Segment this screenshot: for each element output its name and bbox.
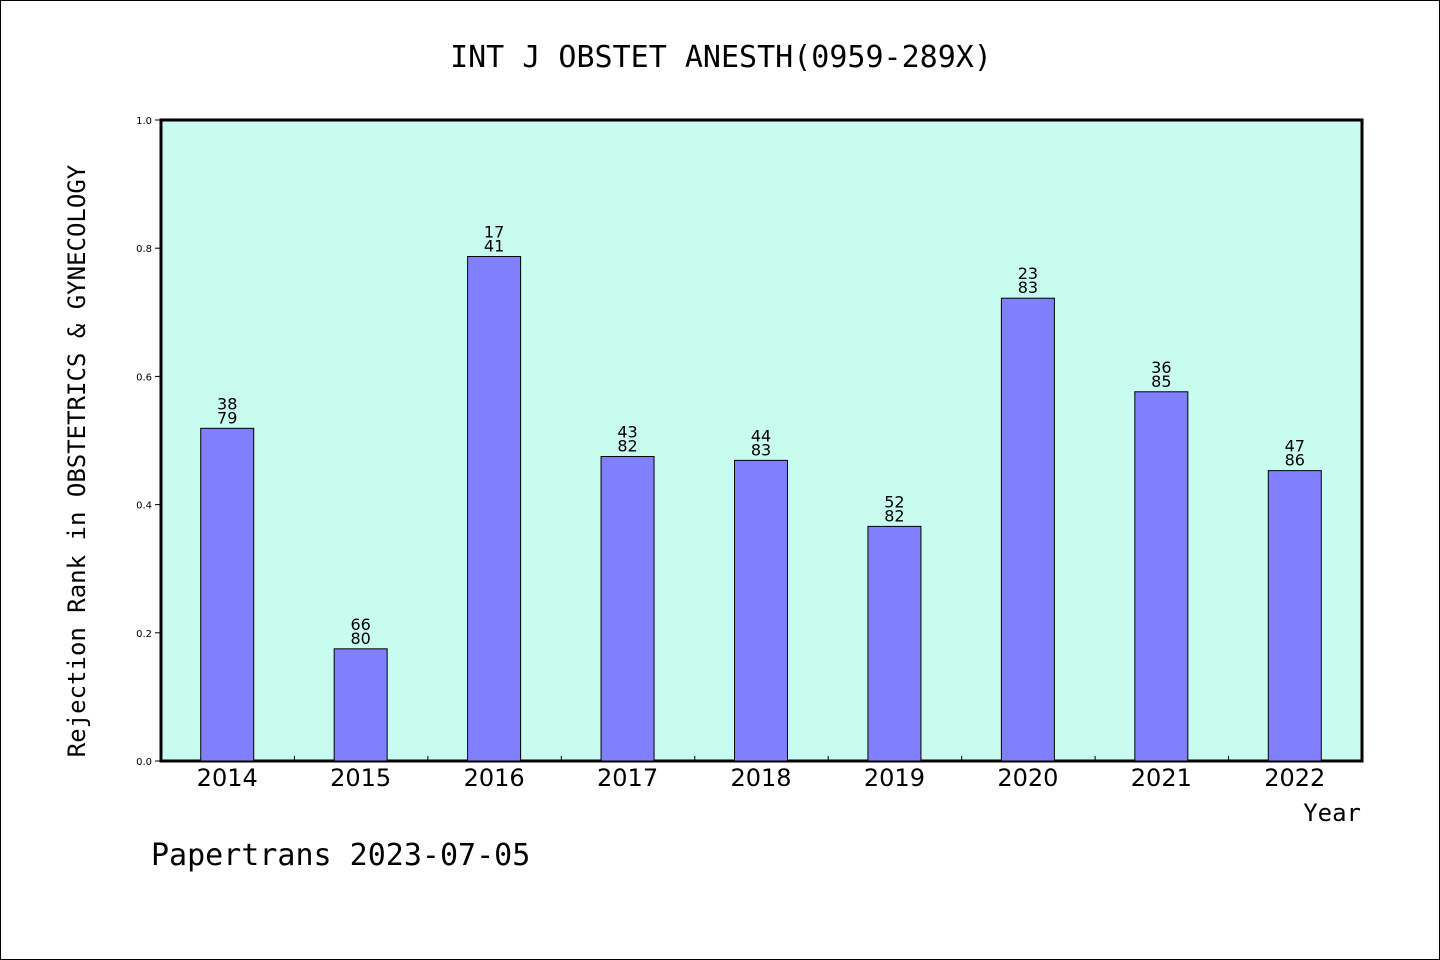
bar-2016 [467, 256, 522, 762]
bar-2015 [333, 648, 388, 762]
x-tick-label: 2020 [997, 764, 1058, 792]
bar-2019 [867, 525, 922, 762]
x-tick-label: 2021 [1131, 764, 1192, 792]
bar-label-top: 52 [884, 492, 904, 511]
bar-label-top: 47 [1285, 437, 1305, 456]
bar-label-bottom: 85 [1151, 372, 1171, 391]
y-tick-label: 0.0 [136, 757, 152, 768]
bar-2014 [200, 427, 255, 762]
y-tick-label: 0.8 [136, 244, 152, 255]
bar-label-bottom: 83 [1018, 278, 1038, 297]
chart-title: INT J OBSTET ANESTH(0959-289X) [450, 40, 992, 75]
x-axis-label: Year [1303, 799, 1361, 827]
bar-2020 [1000, 297, 1055, 762]
y-axis-label: Rejection Rank in OBSTETRICS & GYNECOLOG… [63, 164, 91, 757]
x-tick-label: 2018 [730, 764, 791, 792]
bar-2022 [1267, 470, 1322, 762]
bar-label-top: 17 [484, 223, 504, 242]
bar-label-top: 23 [1018, 264, 1038, 283]
bar-label-top: 44 [751, 426, 771, 445]
x-tick-label: 2015 [330, 764, 391, 792]
y-tick-label: 0.6 [136, 372, 152, 383]
y-tick-label: 0.2 [136, 629, 152, 640]
bar-label-bottom: 82 [884, 506, 904, 525]
bar-label-top: 66 [350, 615, 370, 634]
bar-label-bottom: 80 [350, 629, 370, 648]
x-tick-label: 2016 [464, 764, 525, 792]
bar-label-top: 36 [1151, 358, 1171, 377]
bar-label-bottom: 79 [217, 408, 237, 427]
bar-label-top: 38 [217, 394, 237, 413]
y-tick-label: 1.0 [136, 116, 152, 127]
bar-label-bottom: 86 [1285, 451, 1305, 470]
x-tick-label: 2014 [197, 764, 258, 792]
bar-label-top: 43 [617, 423, 637, 442]
y-axis: 0.0 0.2 0.4 0.6 0.8 1.0 [136, 116, 161, 768]
bar-label-bottom: 82 [617, 437, 637, 456]
x-tick-label: 2019 [864, 764, 925, 792]
x-tick-label: 2022 [1264, 764, 1325, 792]
bar-label-bottom: 83 [751, 440, 771, 459]
x-tick-label: 2017 [597, 764, 658, 792]
x-axis: 2014 2015 2016 2017 2018 2019 2020 2021 2022 [197, 756, 1325, 792]
bar-2017 [600, 456, 655, 762]
y-tick-label: 0.4 [136, 501, 152, 512]
footer-text: Papertrans 2023-07-05 [151, 838, 530, 873]
bar-2018 [734, 459, 788, 762]
bar-label-bottom: 41 [484, 237, 504, 256]
bar-2021 [1134, 391, 1189, 762]
